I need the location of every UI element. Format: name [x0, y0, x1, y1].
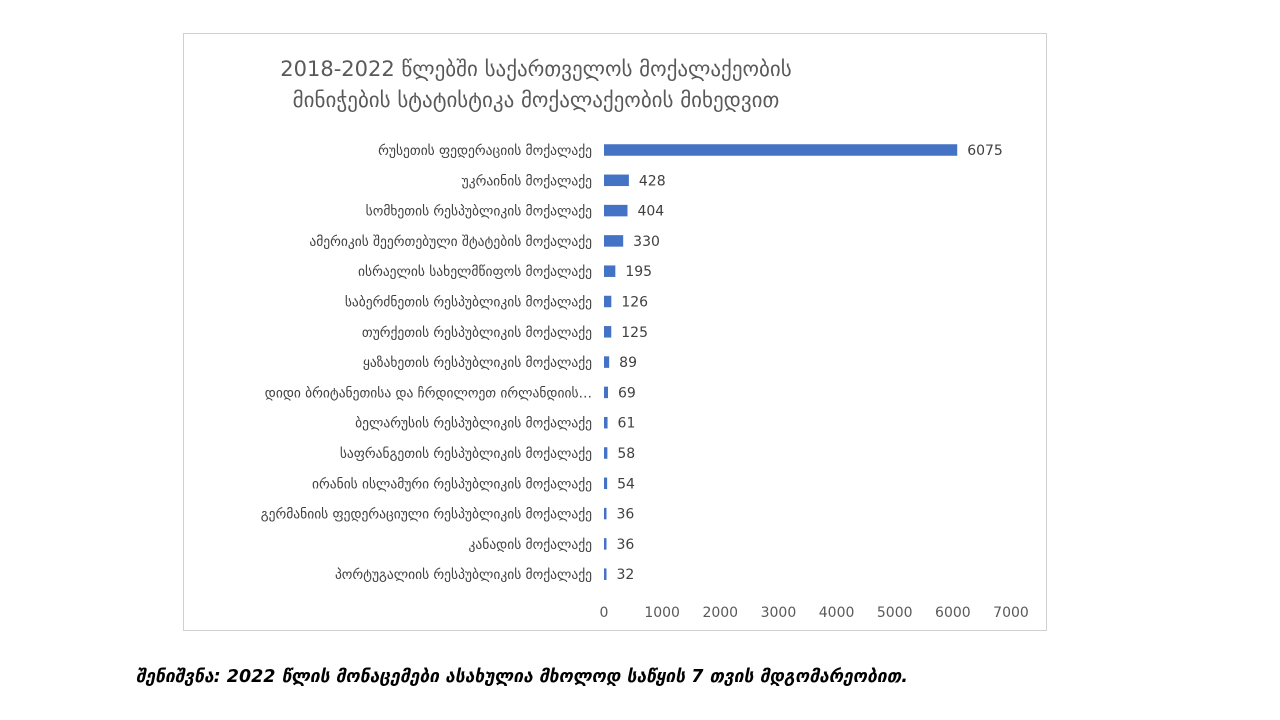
category-label: კანადის მოქალაქე	[469, 537, 593, 553]
x-tick-label: 1000	[644, 605, 680, 621]
bar	[604, 416, 608, 429]
bar	[604, 235, 624, 247]
bar	[604, 265, 616, 277]
data-label: 404	[637, 204, 664, 220]
category-label: თურქეთის რესპუბლიკის მოქალაქე	[362, 324, 592, 341]
data-label: 36	[617, 507, 635, 523]
data-label: 89	[619, 355, 637, 371]
bar-chart: 2018-2022 წლებში საქართველოს მოქალაქეობი…	[261, 57, 1029, 621]
bar	[604, 386, 609, 399]
category-label: ისრაელის სახელმწიფოს მოქალაქე	[358, 263, 592, 280]
chart-title-line: მინიჭების სტატისტიკა მოქალაქეობის მიხედვ…	[293, 88, 780, 112]
bar	[604, 356, 610, 368]
x-tick-label: 4000	[819, 605, 855, 621]
x-tick-label: 6000	[935, 605, 971, 621]
chart-frame: 2018-2022 წლებში საქართველოს მოქალაქეობი…	[183, 33, 1047, 631]
data-label: 195	[625, 264, 652, 280]
category-label: რუსეთის ფედერაციის მოქალაქე	[378, 142, 592, 159]
category-label: დიდი ბრიტანეთისა და ჩრდილოეთ ირლანდიის…	[265, 384, 592, 401]
chart-title-line: 2018-2022 წლებში საქართველოს მოქალაქეობი…	[280, 57, 791, 81]
bar	[604, 295, 612, 308]
data-label: 32	[617, 567, 635, 583]
bar	[604, 144, 958, 156]
data-label: 428	[639, 173, 666, 189]
bar	[604, 174, 629, 187]
bar	[604, 477, 608, 490]
data-label: 69	[618, 385, 636, 401]
bar	[604, 447, 608, 459]
bar	[604, 204, 628, 217]
category-label: გერმანიის ფედერაციული რესპუბლიკის მოქალა…	[261, 506, 592, 523]
category-label: პორტუგალიის რესპუბლიკის მოქალაქე	[335, 566, 592, 583]
bar	[604, 326, 612, 338]
data-label: 36	[617, 537, 635, 553]
category-label: ბელარუსის რესპუბლიკის მოქალაქე	[355, 415, 592, 432]
category-label: უკრაინის მოქალაქე	[462, 172, 593, 189]
data-label: 54	[617, 476, 635, 492]
data-label: 125	[621, 325, 648, 341]
x-tick-label: 0	[600, 605, 609, 621]
x-tick-label: 7000	[993, 605, 1029, 621]
x-tick-label: 5000	[877, 605, 913, 621]
x-tick-label: 2000	[702, 605, 738, 621]
category-label: ამერიკის შეერთებული შტატების მოქალაქე	[309, 233, 592, 250]
category-label: საბერძნეთის რესპუბლიკის მოქალაქე	[345, 294, 592, 311]
bar	[604, 507, 607, 520]
category-label: ირანის ისლამური რესპუბლიკის მოქალაქე	[312, 475, 592, 492]
footnote: შენიშვნა: 2022 წლის მონაცემები ასახულია …	[136, 667, 908, 687]
data-label: 58	[617, 446, 635, 462]
category-label: ყაზახეთის რესპუბლიკის მოქალაქე	[363, 354, 592, 371]
bar	[604, 538, 607, 550]
data-label: 61	[618, 416, 636, 432]
data-label: 6075	[967, 143, 1003, 159]
category-label: სომხეთის რესპუბლიკის მოქალაქე	[366, 203, 592, 220]
category-label: საფრანგეთის რესპუბლიკის მოქალაქე	[340, 445, 592, 462]
data-label: 126	[621, 295, 648, 311]
data-label: 330	[633, 234, 660, 250]
bar	[604, 568, 607, 580]
x-tick-label: 3000	[761, 605, 797, 621]
